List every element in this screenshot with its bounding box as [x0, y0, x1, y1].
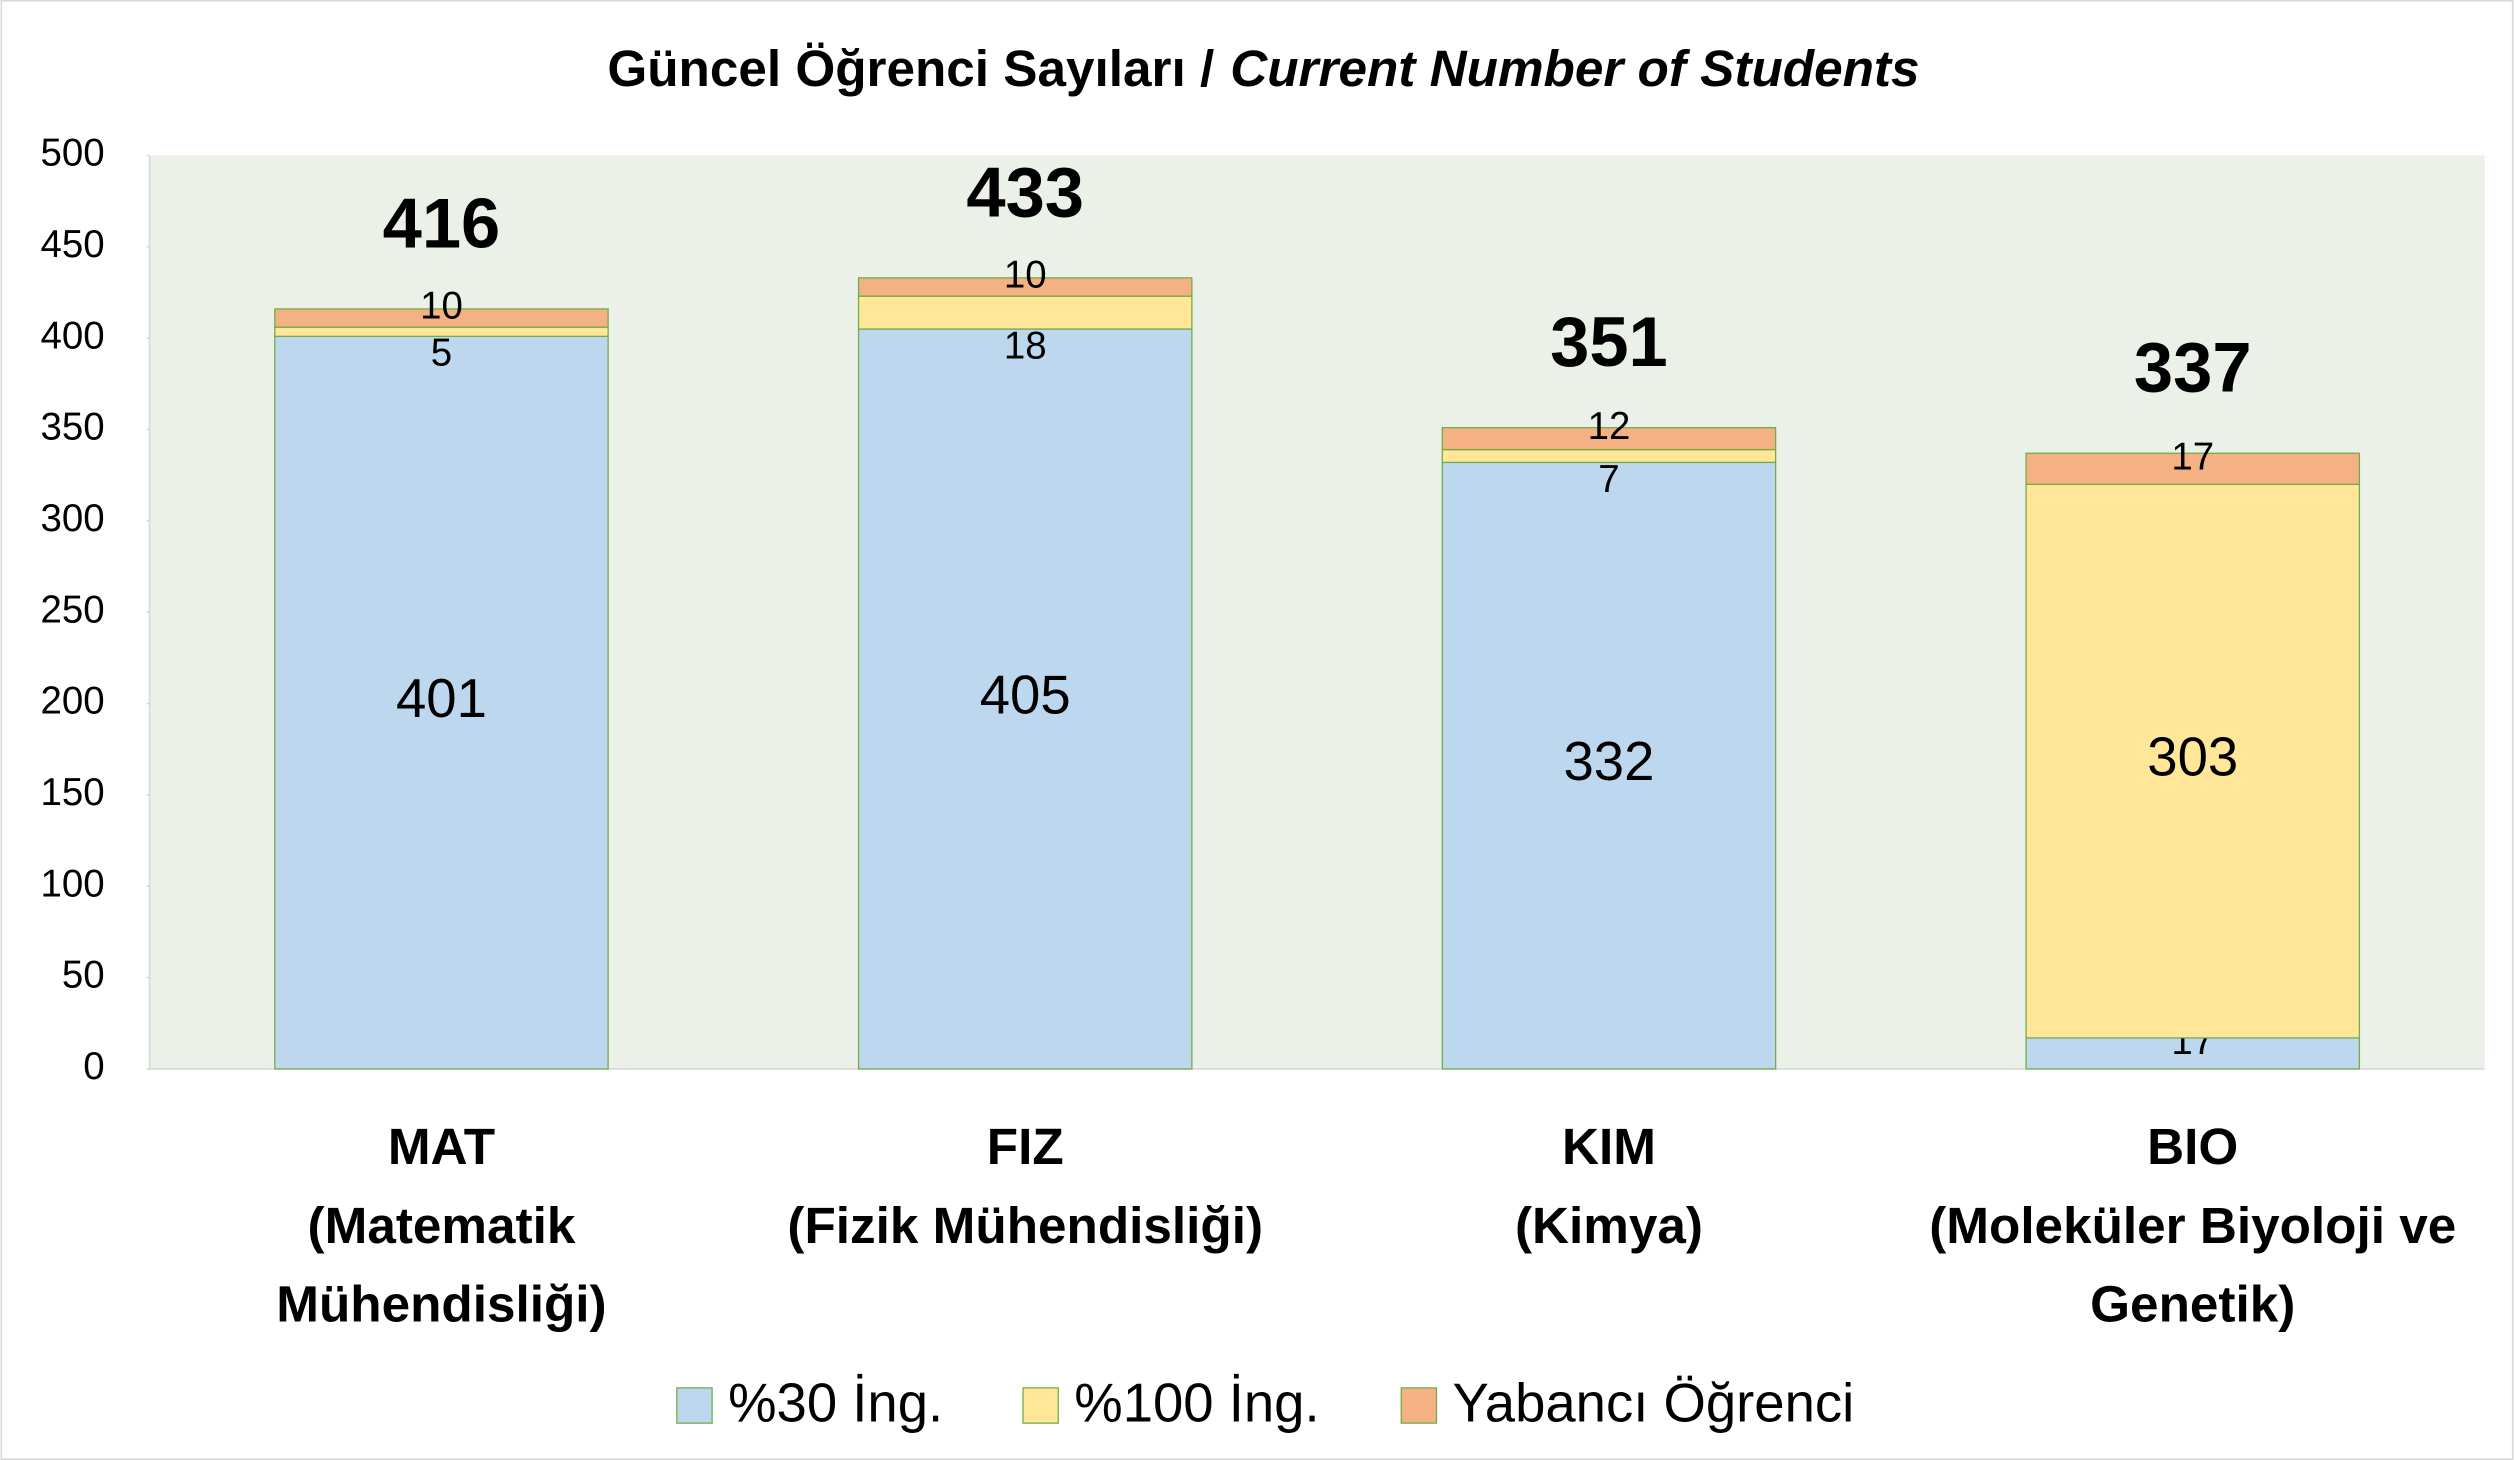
total-label: 416 [383, 183, 501, 262]
y-tick-label: 450 [41, 223, 105, 266]
x-tick-label: Mühendisliği) [276, 1275, 606, 1332]
y-tick-label: 250 [41, 588, 105, 631]
x-tick-label: (Fizik Mühendisliği) [787, 1197, 1263, 1254]
total-label: 351 [1550, 302, 1668, 381]
total-label: 337 [2134, 328, 2252, 407]
y-tick-label: 300 [41, 497, 105, 540]
data-label: 10 [1004, 254, 1047, 297]
chart-title: Güncel Öğrenci Sayıları / Current Number … [607, 40, 1919, 97]
y-tick-label: 0 [83, 1045, 104, 1088]
bar-segment [274, 308, 609, 328]
x-tick-label: (Moleküler Biyoloji ve [1929, 1197, 2456, 1254]
data-label: 405 [980, 664, 1071, 725]
data-label: 18 [1004, 324, 1047, 367]
y-tick-label: 500 [41, 132, 105, 175]
x-tick-label: KIM [1562, 1118, 1656, 1175]
legend-label: %30 İng. [728, 1373, 943, 1434]
legend-swatch [1400, 1387, 1438, 1424]
data-label: 303 [2147, 726, 2238, 787]
bar-segment [274, 335, 609, 1070]
bar-segment [857, 295, 1193, 330]
bar-segment [857, 328, 1193, 1070]
legend-label: %100 İng. [1074, 1373, 1319, 1434]
bar-segment [857, 277, 1193, 297]
y-tick-label: 200 [41, 680, 105, 723]
x-tick-label: FIZ [987, 1118, 1064, 1175]
y-tick-label: 350 [41, 406, 105, 449]
total-label: 433 [966, 152, 1084, 231]
y-tick-label: 50 [62, 954, 105, 997]
x-tick-label: (Matematik [308, 1197, 576, 1254]
data-label: 5 [431, 332, 452, 375]
data-label: 10 [420, 285, 463, 328]
bar-segment [1441, 427, 1777, 451]
bar-segment [2025, 452, 2361, 485]
x-tick-label: Genetik) [2090, 1275, 2295, 1332]
bar-segment [2025, 483, 2361, 1039]
x-tick-label: (Kimya) [1515, 1197, 1703, 1254]
data-label: 12 [1588, 405, 1631, 448]
y-tick-label: 150 [41, 771, 105, 814]
data-label: 401 [396, 668, 487, 729]
x-tick-label: MAT [388, 1118, 495, 1175]
y-tick-label: 100 [41, 862, 105, 905]
legend-label: Yabancı Öğrenci [1453, 1373, 1855, 1434]
legend-swatch [676, 1387, 713, 1424]
bar-segment [2025, 1037, 2361, 1070]
title-tr: Güncel Öğrenci Sayıları / [607, 40, 1214, 97]
title-en: Current Number of Students [1230, 40, 1919, 97]
legend-swatch [1022, 1387, 1059, 1424]
data-label: 17 [2171, 435, 2214, 478]
data-label: 332 [1564, 731, 1655, 792]
data-label: 7 [1598, 458, 1619, 501]
x-tick-label: BIO [2147, 1118, 2238, 1175]
y-tick-label: 400 [41, 314, 105, 357]
